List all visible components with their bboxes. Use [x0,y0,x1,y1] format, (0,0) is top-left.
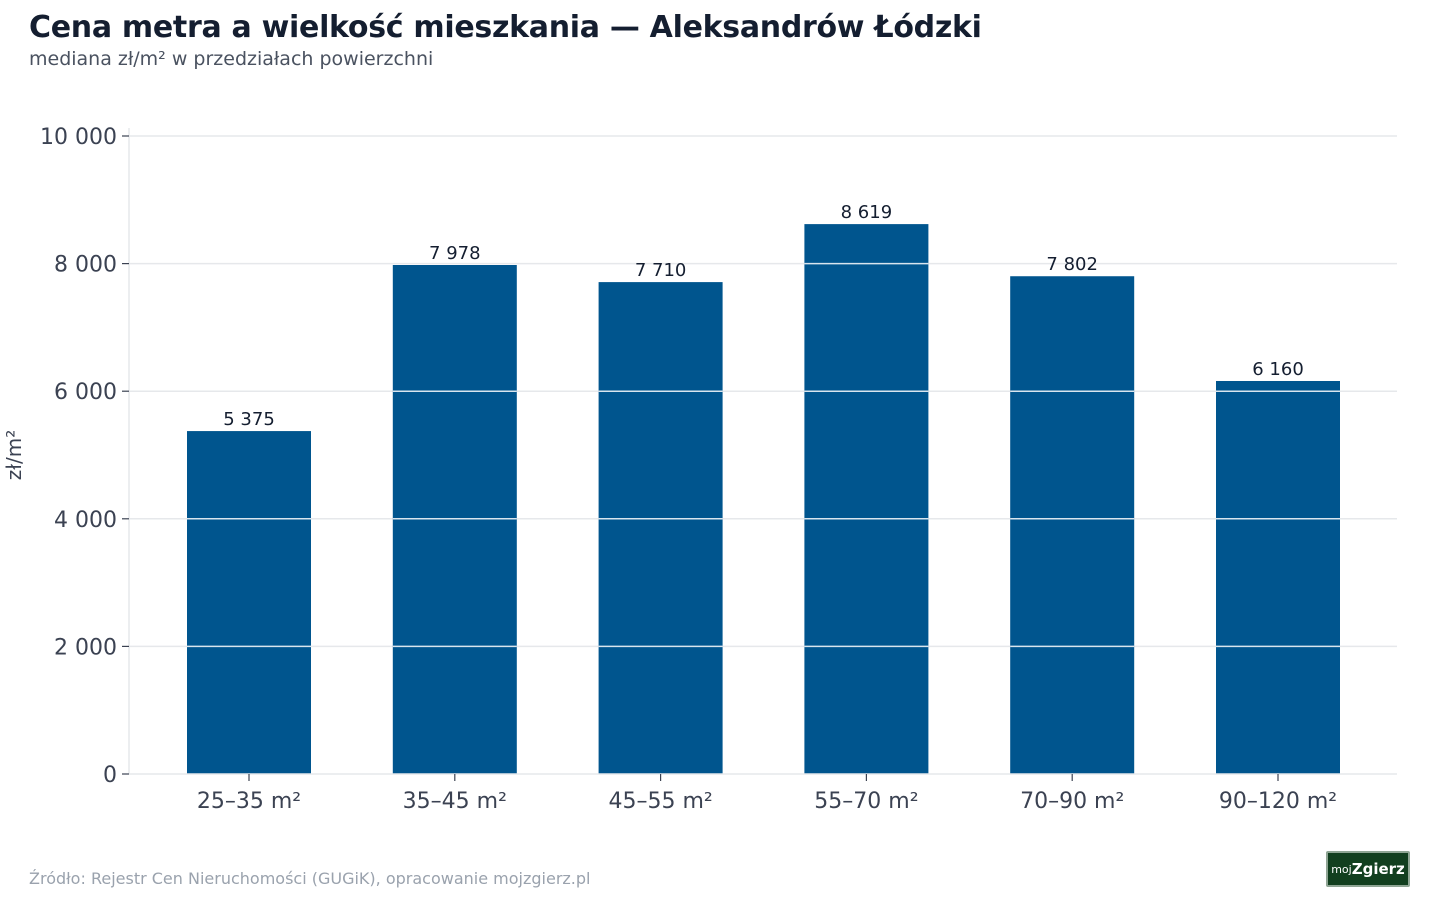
bar[interactable] [598,282,723,774]
logo-text-part1: moj [1331,862,1352,876]
y-tick-label: 10 000 [40,125,117,150]
y-tick-label: 8 000 [54,253,117,278]
data-label: 7 978 [429,243,481,264]
x-tick-label: 25–35 m² [197,789,301,814]
data-label: 8 619 [841,202,893,223]
data-label: 7 710 [635,260,687,281]
x-tick-label: 55–70 m² [814,789,918,814]
y-axis-title: zł/m² [2,430,26,480]
x-tick-label: 90–120 m² [1219,789,1337,814]
data-label: 5 375 [223,409,275,430]
bar[interactable] [1010,276,1135,774]
bar[interactable] [187,431,311,774]
bar[interactable] [1216,380,1340,774]
y-tick-label: 0 [103,763,117,788]
source-note: Źródło: Rejestr Cen Nieruchomości (GUGiK… [29,869,591,888]
chart-title: Cena metra a wielkość mieszkania — Aleks… [29,10,982,45]
chart-subtitle: mediana zł/m² w przedziałach powierzchni [29,48,434,70]
logo-text-part2: Zgierz [1351,860,1405,878]
x-tick-label: 45–55 m² [608,789,712,814]
bar[interactable] [804,224,929,775]
x-tick-label: 70–90 m² [1020,789,1124,814]
y-tick-label: 4 000 [54,508,117,533]
data-label: 7 802 [1046,254,1098,275]
brand-logo[interactable]: moj Zgierz [1326,851,1410,887]
y-tick-label: 2 000 [54,635,117,660]
y-tick-label: 6 000 [54,380,117,405]
x-tick-label: 35–45 m² [403,789,507,814]
data-label: 6 160 [1252,359,1304,380]
